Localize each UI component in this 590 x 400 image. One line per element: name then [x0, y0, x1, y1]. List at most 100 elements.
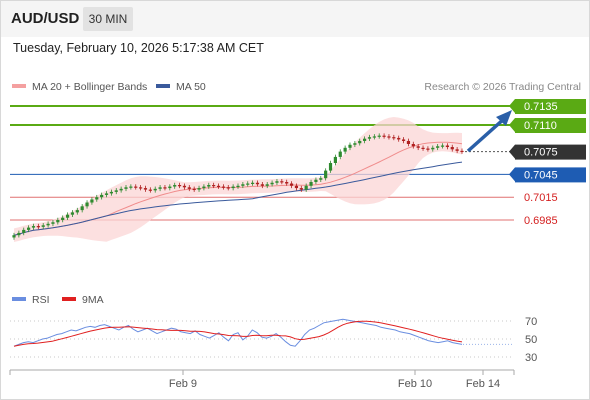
candle-body	[387, 136, 391, 138]
time-tick-label: Feb 10	[398, 378, 432, 390]
candle-body	[358, 140, 362, 144]
level-label: 0.7075	[524, 147, 558, 159]
candle-body	[51, 222, 55, 224]
candle-body	[41, 225, 45, 227]
candle-body	[445, 145, 449, 148]
level-label-pointer	[509, 167, 515, 182]
candle-body	[416, 146, 420, 148]
candle-body	[212, 185, 216, 187]
legend-swatch	[12, 84, 26, 88]
candle-body	[333, 156, 337, 163]
candle-body	[324, 170, 328, 179]
candle-body	[27, 227, 31, 230]
forecast-arrow-shaft	[466, 116, 507, 153]
candle-body	[328, 163, 333, 171]
candle-body	[397, 137, 401, 140]
candle-body	[285, 182, 289, 184]
level-label: 0.7135	[524, 101, 558, 113]
candle-body	[367, 137, 372, 139]
candle-body	[382, 135, 386, 137]
candle-body	[22, 229, 26, 233]
candle-body	[148, 189, 152, 191]
level-label-box	[515, 99, 586, 114]
candle-body	[319, 178, 323, 180]
candle-body	[226, 187, 230, 189]
level-label: 0.7045	[524, 169, 558, 181]
rsi-line	[13, 318, 463, 347]
candle-body	[348, 144, 352, 148]
candle-body	[353, 143, 357, 145]
candle-body	[411, 144, 415, 147]
candles	[12, 133, 464, 240]
candle-body	[173, 185, 177, 187]
candle-body	[153, 188, 157, 191]
candle-body	[406, 140, 411, 144]
rsi-ma-line	[13, 320, 463, 347]
candle-body	[460, 150, 464, 153]
candle-body	[246, 183, 250, 185]
level-label: 0.7015	[524, 192, 558, 204]
candle-body	[119, 188, 123, 191]
candle-body	[421, 147, 425, 149]
bollinger-band	[14, 117, 462, 242]
forecast-arrowhead	[496, 110, 512, 126]
candle-body	[338, 151, 342, 157]
level-label: 0.6985	[524, 215, 558, 227]
candle-body	[440, 145, 445, 147]
candle-body	[304, 185, 308, 190]
candle-body	[75, 210, 79, 213]
candle-body	[299, 188, 303, 190]
candle-body	[192, 188, 196, 191]
level-label-box	[515, 118, 586, 133]
candle-body	[182, 185, 187, 188]
currency-pair-title: AUD/USD	[11, 10, 80, 27]
candle-body	[36, 226, 40, 228]
level-label-pointer	[509, 99, 515, 113]
candle-body	[314, 179, 318, 182]
candle-body	[255, 182, 260, 185]
candle-body	[139, 187, 143, 189]
candle-body	[12, 235, 16, 238]
candle-body	[202, 186, 206, 189]
candle-body	[109, 191, 113, 194]
candle-body	[372, 136, 376, 138]
candle-body	[104, 193, 109, 195]
candle-body	[455, 149, 459, 151]
level-label: 0.7110	[524, 120, 557, 132]
level-label-pointer	[509, 144, 515, 159]
candle-body	[431, 147, 435, 150]
candle-body	[275, 181, 279, 183]
candle-body	[392, 137, 396, 139]
candle-body	[236, 185, 240, 187]
candle-body	[343, 147, 347, 152]
candle-body	[241, 184, 245, 186]
candle-body	[294, 185, 299, 189]
ma50-line	[13, 161, 463, 236]
legend-label: MA 20 + Bollinger Bands	[32, 81, 147, 93]
candle-body	[90, 199, 94, 203]
candle-body	[70, 212, 75, 215]
rsi-legend-swatch	[62, 297, 76, 301]
candle-body	[221, 186, 225, 188]
candle-body	[251, 182, 255, 184]
timeframe-button[interactable]: 30 MIN	[83, 7, 133, 31]
candle-body	[163, 187, 167, 189]
candle-body	[187, 187, 191, 189]
candle-body	[436, 146, 440, 148]
candle-body	[17, 232, 21, 236]
rsi-legend-swatch	[12, 297, 26, 301]
candle-body	[56, 220, 60, 223]
candle-body	[61, 217, 65, 220]
candle-body	[129, 186, 133, 188]
candle-body	[80, 206, 84, 211]
candle-body	[124, 187, 128, 189]
candle-body	[46, 223, 50, 226]
rsi-legend-label: RSI	[32, 294, 50, 306]
legend-label: MA 50	[176, 81, 206, 93]
candle-body	[31, 226, 36, 228]
candle-body	[114, 190, 118, 192]
candle-body	[177, 185, 182, 187]
level-label-pointer	[509, 118, 515, 132]
candle-body	[426, 148, 430, 150]
